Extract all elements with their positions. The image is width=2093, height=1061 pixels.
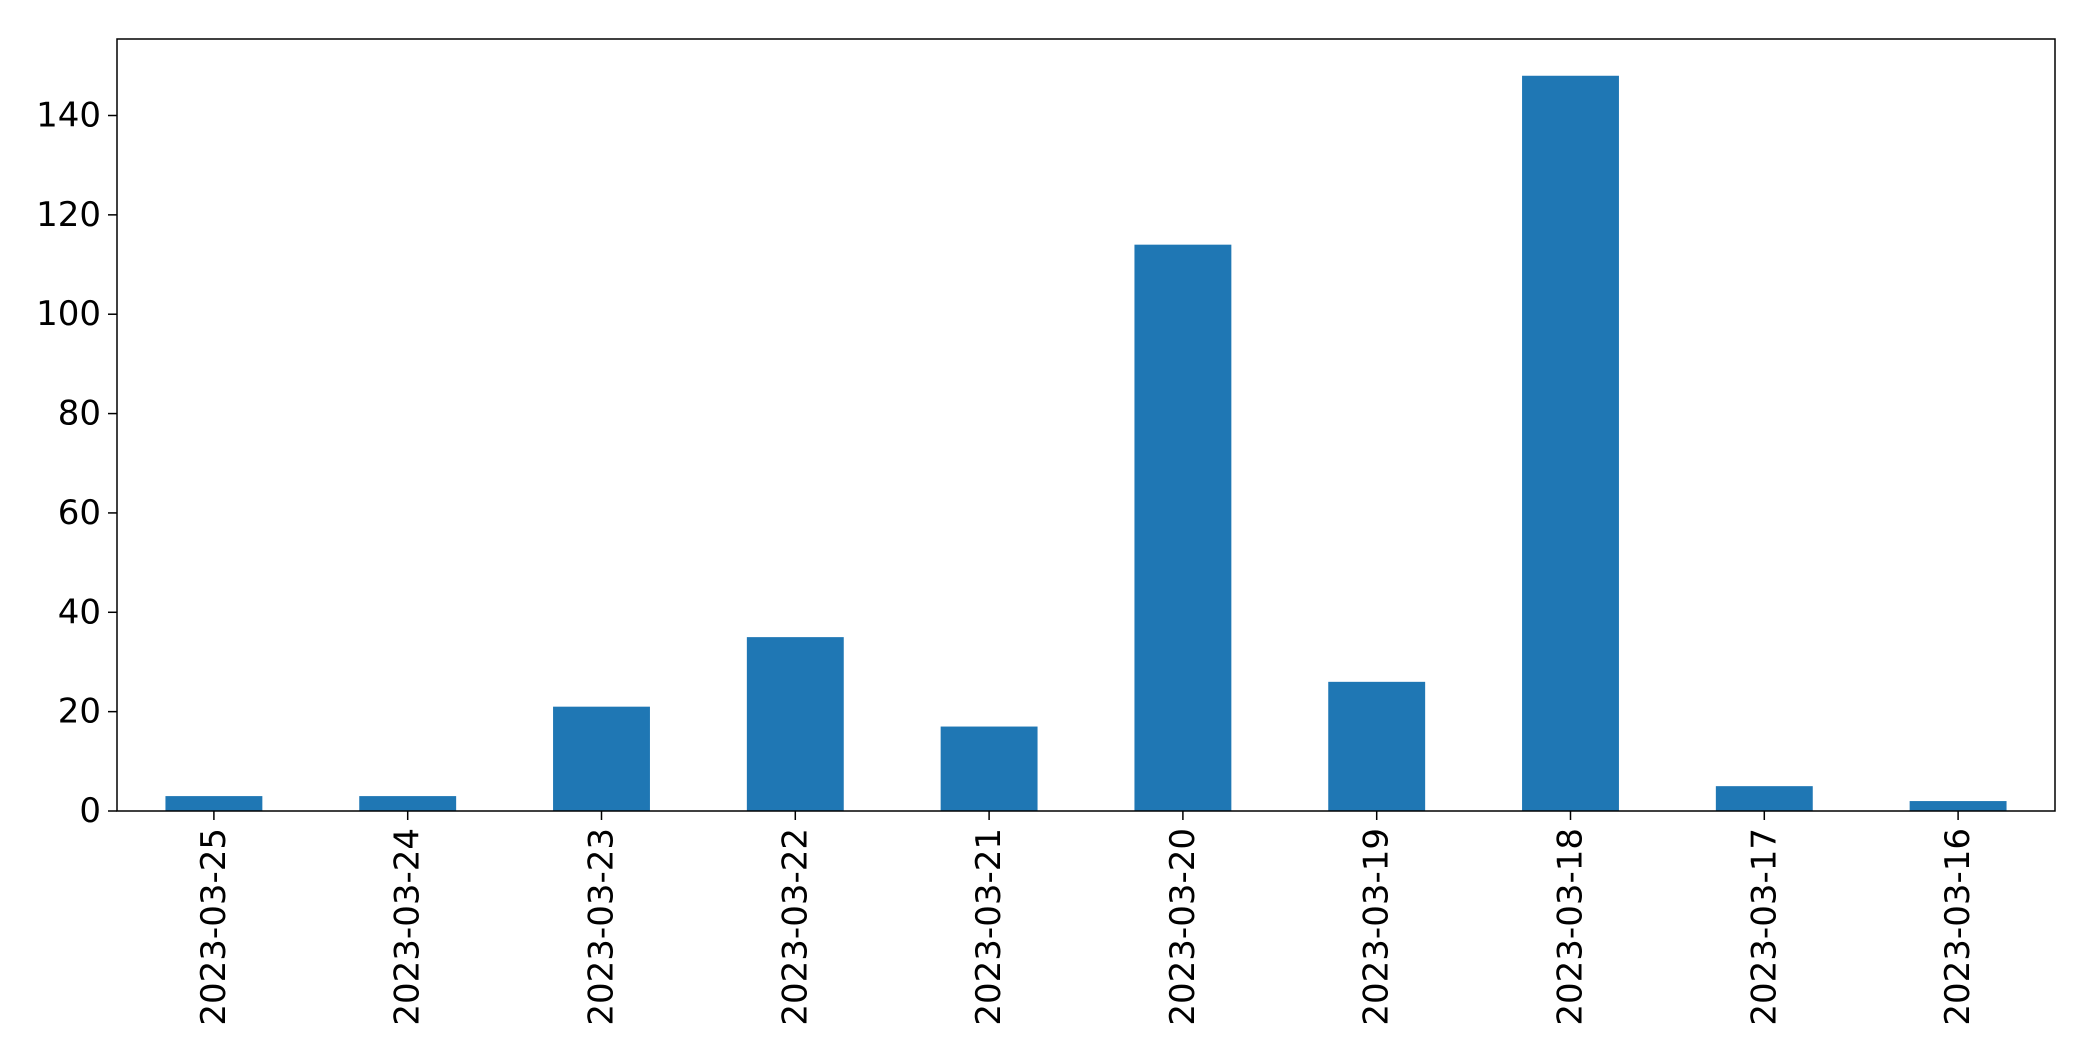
x-tick-label: 2023-03-16 bbox=[1938, 828, 1978, 1026]
bar-2023-03-21 bbox=[940, 726, 1038, 811]
bars-group bbox=[165, 75, 2007, 811]
x-tick-label: 2023-03-19 bbox=[1357, 828, 1397, 1026]
bar-2023-03-23 bbox=[553, 706, 650, 811]
x-tick-label: 2023-03-18 bbox=[1551, 828, 1591, 1026]
y-tick-label: 120 bbox=[36, 195, 101, 235]
y-tick-label: 60 bbox=[58, 493, 101, 533]
x-tick-label: 2023-03-24 bbox=[388, 828, 428, 1026]
y-tick-label: 20 bbox=[58, 692, 101, 732]
y-axis: 0 20 40 60 80 100 120 140 bbox=[36, 96, 117, 831]
x-tick-label: 2023-03-21 bbox=[969, 828, 1009, 1026]
bar-2023-03-22 bbox=[746, 637, 844, 811]
bar-2023-03-25 bbox=[165, 796, 263, 811]
y-tick-label: 140 bbox=[36, 96, 101, 136]
bar-2023-03-24 bbox=[359, 796, 457, 811]
x-tick-label: 2023-03-20 bbox=[1163, 828, 1203, 1026]
x-axis: 2023-03-25 2023-03-24 2023-03-23 2023-03-22… bbox=[194, 811, 1978, 1026]
bar-2023-03-17 bbox=[1715, 786, 1813, 811]
x-tick-label: 2023-03-17 bbox=[1744, 828, 1784, 1026]
bar-2023-03-18 bbox=[1522, 75, 1619, 811]
y-tick-label: 100 bbox=[36, 294, 101, 334]
y-tick-label: 80 bbox=[58, 394, 101, 434]
bar-2023-03-20 bbox=[1134, 244, 1232, 811]
x-tick-label: 2023-03-23 bbox=[582, 828, 622, 1026]
y-tick-label: 0 bbox=[79, 791, 101, 831]
plot-frame bbox=[116, 38, 2056, 812]
y-tick-label: 40 bbox=[58, 592, 101, 632]
x-tick-label: 2023-03-25 bbox=[194, 828, 234, 1026]
bar-2023-03-16 bbox=[1909, 801, 2007, 811]
x-tick-label: 2023-03-22 bbox=[775, 828, 815, 1026]
bar-2023-03-19 bbox=[1328, 681, 1426, 811]
